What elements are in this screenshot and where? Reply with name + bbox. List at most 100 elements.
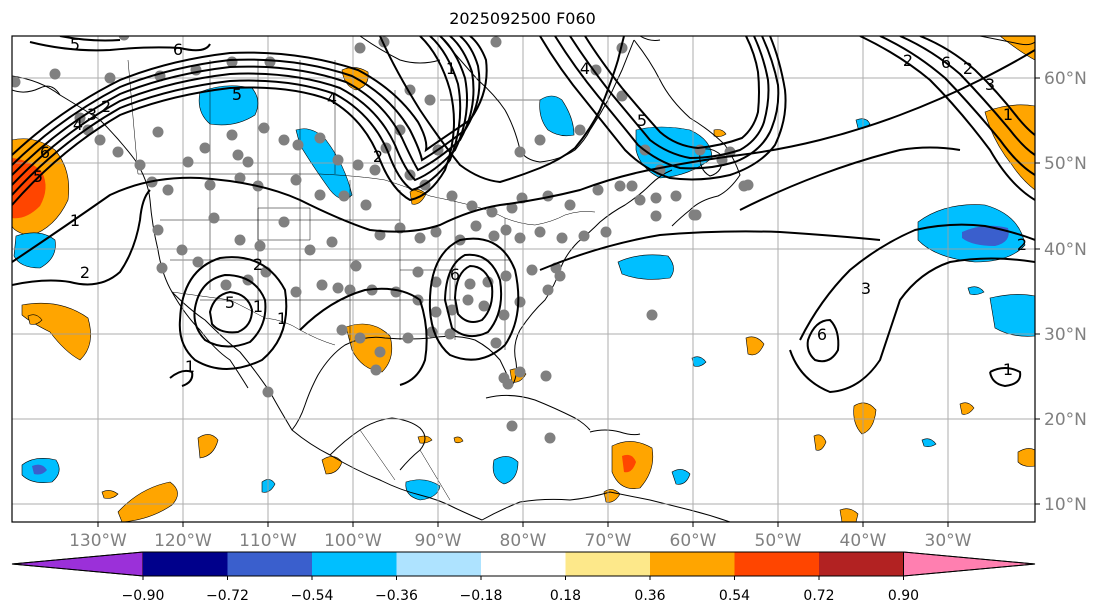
station-markers — [12, 36, 754, 444]
shade-orange-ne-top — [999, 36, 1035, 61]
station-marker — [490, 337, 502, 349]
colorbar-tick-label: −0.54 — [291, 588, 334, 604]
contour-east-2 — [879, 36, 1035, 176]
shade-blue-atlantic-7 — [967, 286, 985, 295]
station-marker — [556, 232, 568, 244]
station-marker — [430, 226, 442, 238]
station-marker — [574, 124, 586, 136]
station-marker — [414, 232, 426, 244]
station-marker — [156, 262, 168, 274]
station-marker — [204, 179, 216, 191]
station-marker — [49, 68, 61, 80]
shade-orange-atlantic-4 — [959, 402, 975, 415]
station-marker — [208, 212, 220, 224]
shade-red-caribbean — [622, 454, 636, 473]
station-marker — [12, 76, 21, 88]
shade-blue-atlantic-3 — [989, 294, 1035, 337]
shade-darkblue-pacific-3 — [32, 464, 47, 475]
station-marker — [490, 36, 502, 48]
station-marker — [534, 226, 546, 238]
latitude-label: 20°N — [1044, 410, 1087, 430]
longitude-label: 100°W — [324, 531, 382, 551]
contour-cutoff-se-2 — [453, 264, 494, 323]
shade-blue-caribbean-2 — [492, 456, 519, 485]
station-marker — [374, 346, 386, 358]
contour-label: 5 — [70, 35, 80, 54]
station-marker — [534, 134, 546, 146]
station-marker — [369, 164, 381, 176]
station-marker — [446, 304, 458, 316]
latitude-label: 40°N — [1044, 240, 1087, 260]
latitude-label: 60°N — [1044, 69, 1087, 89]
station-marker — [182, 156, 194, 168]
longitude-labels: 130°W 120°W 110°W 100°W 90°W 80°W 70°W 60°W 50°W… — [69, 531, 972, 551]
station-marker — [486, 206, 498, 218]
station-marker — [446, 190, 458, 202]
station-marker — [540, 370, 552, 382]
contour-gulf-loop — [299, 287, 428, 386]
station-marker — [242, 156, 254, 168]
latitude-label: 10°N — [1044, 495, 1087, 515]
station-marker — [514, 296, 526, 308]
station-marker — [506, 202, 518, 214]
station-marker — [544, 432, 556, 444]
longitude-label: 120°W — [154, 531, 212, 551]
shade-orange-small — [453, 436, 464, 444]
contour-label: 5 — [225, 293, 235, 312]
colorbar-tick-label: −0.72 — [206, 588, 249, 604]
border-states — [160, 174, 510, 350]
coast-baja — [171, 291, 249, 389]
contour-label: 4 — [327, 89, 337, 108]
longitude-label: 60°W — [670, 531, 717, 551]
colorbar-segment — [227, 552, 312, 576]
contour-label: 1 — [446, 59, 456, 78]
shade-orange-pacific-4 — [117, 481, 178, 522]
station-marker — [514, 366, 526, 378]
longitude-label: 80°W — [500, 531, 547, 551]
station-marker — [402, 332, 414, 344]
longitude-label: 90°W — [415, 531, 462, 551]
contour-label: 2 — [253, 255, 263, 274]
shade-blue-atlantic-5 — [921, 438, 937, 447]
station-marker — [278, 134, 290, 146]
shade-orange-mexico — [321, 456, 343, 475]
station-marker — [338, 190, 350, 202]
station-marker — [670, 190, 682, 202]
station-marker — [500, 270, 512, 282]
station-marker — [646, 309, 658, 321]
station-marker — [344, 284, 356, 296]
contour-label: 2 — [101, 97, 111, 116]
coast-newfoundland — [699, 148, 723, 177]
contour-label: 3 — [87, 105, 97, 124]
contour-jet-4 — [12, 36, 475, 176]
station-marker — [290, 174, 302, 186]
colorbar-tick-label: −0.18 — [460, 588, 503, 604]
station-marker — [354, 332, 366, 344]
contour-cutoff-sw-3 — [178, 256, 288, 370]
contour-trough-3 — [554, 36, 780, 170]
contour-label: 6 — [40, 143, 50, 162]
colorbar: −0.90 −0.72 −0.54 −0.36 −0.18 0.18 0.36 0.54 0.7… — [11, 551, 1036, 604]
station-marker — [502, 378, 514, 390]
colorbar-segment — [565, 552, 650, 576]
colorbar-tick-label: 0.90 — [888, 588, 919, 604]
contour-east-3 — [899, 36, 1035, 156]
contour-label: 1 — [253, 297, 263, 316]
station-marker — [94, 134, 106, 146]
station-marker — [614, 180, 626, 192]
contour-label: 6 — [173, 40, 183, 59]
colorbar-segment — [312, 552, 397, 576]
shade-orange-atlantic-5 — [1017, 448, 1035, 467]
station-marker — [526, 264, 538, 276]
contour-atl-mid — [539, 230, 881, 271]
contour-label: 5 — [33, 167, 43, 186]
shade-blue-canada — [198, 85, 259, 126]
shade-orange-canada-2 — [27, 314, 43, 325]
station-marker — [688, 209, 700, 221]
station-marker — [424, 94, 436, 106]
station-marker — [314, 189, 326, 201]
coast-yucatan — [329, 417, 426, 471]
station-marker — [592, 184, 604, 196]
longitude-label: 130°W — [69, 531, 127, 551]
